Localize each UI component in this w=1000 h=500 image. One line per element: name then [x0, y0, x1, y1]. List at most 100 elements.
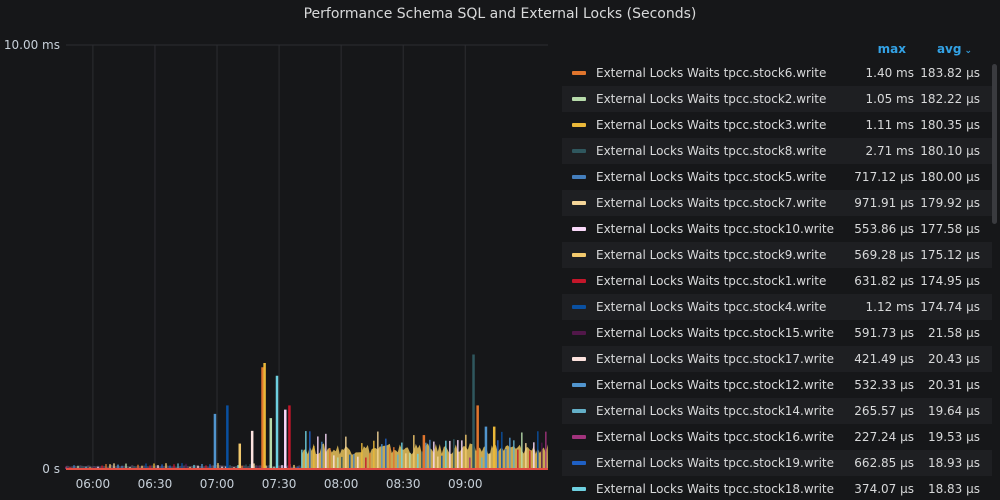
- legend-item[interactable]: External Locks Waits tpcc.stock2.write 1.…: [562, 86, 992, 112]
- legend-item-max: 569.28 µs: [854, 248, 914, 262]
- x-tick-label: 06:00: [76, 477, 111, 491]
- legend-item-max: 1.40 ms: [865, 66, 914, 80]
- legend-item[interactable]: External Locks Waits tpcc.stock9.write 56…: [562, 242, 992, 268]
- legend-item-name[interactable]: External Locks Waits tpcc.stock14.write: [596, 404, 835, 418]
- legend-item-avg: 183.82 µs: [920, 66, 980, 80]
- chart-series-area: [65, 431, 548, 469]
- legend-item[interactable]: External Locks Waits tpcc.stock1.write 63…: [562, 268, 992, 294]
- legend-item-max: 591.73 µs: [854, 326, 914, 340]
- legend-item-name[interactable]: External Locks Waits tpcc.stock17.write: [596, 352, 835, 366]
- legend-item[interactable]: External Locks Waits tpcc.stock10.write 5…: [562, 216, 992, 242]
- legend-col-avg[interactable]: avg ⌄: [937, 42, 972, 56]
- legend-item-max: 631.82 µs: [854, 274, 914, 288]
- series-color-swatch[interactable]: [572, 175, 586, 179]
- legend-item-avg: 20.31 µs: [927, 378, 980, 392]
- legend-item-name[interactable]: External Locks Waits tpcc.stock19.write: [596, 456, 835, 470]
- legend-item-max: 227.24 µs: [854, 430, 914, 444]
- legend-item-avg: 174.95 µs: [920, 274, 980, 288]
- series-color-swatch[interactable]: [572, 279, 586, 283]
- series-color-swatch[interactable]: [572, 461, 586, 465]
- legend-item[interactable]: External Locks Waits tpcc.stock19.write 6…: [562, 450, 992, 476]
- chart-legend: max avg ⌄ External Locks Waits tpcc.stock…: [562, 40, 992, 500]
- time-series-chart[interactable]: 06:00 06:30 07:00 07:30 08:00 08:30 09:00 10.00…: [0, 0, 560, 500]
- series-color-swatch[interactable]: [572, 253, 586, 257]
- legend-item-avg: 174.74 µs: [920, 300, 980, 314]
- legend-item-name[interactable]: External Locks Waits tpcc.stock6.write: [596, 66, 827, 80]
- legend-item-avg: 21.58 µs: [927, 326, 980, 340]
- x-tick-label: 08:30: [386, 477, 421, 491]
- series-color-swatch[interactable]: [572, 71, 586, 75]
- legend-item[interactable]: External Locks Waits tpcc.stock15.write 5…: [562, 320, 992, 346]
- legend-item-avg: 182.22 µs: [920, 92, 980, 106]
- series-color-swatch[interactable]: [572, 305, 586, 309]
- legend-item-avg: 180.10 µs: [920, 144, 980, 158]
- legend-item-avg: 175.12 µs: [920, 248, 980, 262]
- legend-item[interactable]: External Locks Waits tpcc.stock7.write 97…: [562, 190, 992, 216]
- y-tick-label: 10.00 ms: [4, 38, 60, 52]
- series-color-swatch[interactable]: [572, 435, 586, 439]
- series-color-swatch[interactable]: [572, 383, 586, 387]
- chart-tick-labels: 06:00 06:30 07:00 07:30 08:00 08:30 09:00 10.00…: [4, 38, 483, 491]
- series-color-swatch[interactable]: [572, 331, 586, 335]
- legend-item[interactable]: External Locks Waits tpcc.stock18.write 3…: [562, 476, 992, 500]
- legend-header: max avg ⌄: [562, 40, 992, 60]
- legend-item[interactable]: External Locks Waits tpcc.stock4.write 1.…: [562, 294, 992, 320]
- legend-item-avg: 19.64 µs: [927, 404, 980, 418]
- legend-item-name[interactable]: External Locks Waits tpcc.stock16.write: [596, 430, 835, 444]
- legend-item-name[interactable]: External Locks Waits tpcc.stock8.write: [596, 144, 827, 158]
- legend-item-name[interactable]: External Locks Waits tpcc.stock15.write: [596, 326, 835, 340]
- legend-item-max: 1.11 ms: [865, 118, 914, 132]
- legend-item-name[interactable]: External Locks Waits tpcc.stock12.write: [596, 378, 835, 392]
- legend-item[interactable]: External Locks Waits tpcc.stock8.write 2.…: [562, 138, 992, 164]
- x-tick-label: 08:00: [324, 477, 359, 491]
- legend-col-max[interactable]: max: [877, 42, 906, 56]
- legend-item-name[interactable]: External Locks Waits tpcc.stock2.write: [596, 92, 827, 106]
- legend-scrollbar[interactable]: [992, 64, 997, 224]
- legend-rows: External Locks Waits tpcc.stock6.write 1.…: [562, 60, 992, 500]
- legend-item-avg: 180.00 µs: [920, 170, 980, 184]
- x-tick-label: 07:30: [262, 477, 297, 491]
- legend-item-max: 1.12 ms: [865, 300, 914, 314]
- legend-item-max: 421.49 µs: [854, 352, 914, 366]
- legend-item-name[interactable]: External Locks Waits tpcc.stock1.write: [596, 274, 827, 288]
- legend-item-name[interactable]: External Locks Waits tpcc.stock5.write: [596, 170, 827, 184]
- series-color-swatch[interactable]: [572, 357, 586, 361]
- legend-item[interactable]: External Locks Waits tpcc.stock16.write 2…: [562, 424, 992, 450]
- x-tick-label: 09:00: [448, 477, 483, 491]
- legend-item-max: 265.57 µs: [854, 404, 914, 418]
- legend-item-name[interactable]: External Locks Waits tpcc.stock10.write: [596, 222, 835, 236]
- legend-item-name[interactable]: External Locks Waits tpcc.stock3.write: [596, 118, 827, 132]
- series-color-swatch[interactable]: [572, 123, 586, 127]
- legend-item-name[interactable]: External Locks Waits tpcc.stock9.write: [596, 248, 827, 262]
- x-tick-label: 07:00: [200, 477, 235, 491]
- x-tick-label: 06:30: [138, 477, 173, 491]
- legend-item[interactable]: External Locks Waits tpcc.stock12.write 5…: [562, 372, 992, 398]
- series-color-swatch[interactable]: [572, 149, 586, 153]
- series-color-swatch[interactable]: [572, 487, 586, 491]
- legend-item[interactable]: External Locks Waits tpcc.stock17.write 4…: [562, 346, 992, 372]
- legend-col-avg-label: avg: [936, 42, 962, 56]
- legend-item-max: 971.91 µs: [854, 196, 914, 210]
- series-color-swatch[interactable]: [572, 201, 586, 205]
- legend-item[interactable]: External Locks Waits tpcc.stock14.write 2…: [562, 398, 992, 424]
- legend-item[interactable]: External Locks Waits tpcc.stock3.write 1.…: [562, 112, 992, 138]
- legend-item-avg: 179.92 µs: [920, 196, 980, 210]
- series-color-swatch[interactable]: [572, 97, 586, 101]
- legend-item[interactable]: External Locks Waits tpcc.stock6.write 1.…: [562, 60, 992, 86]
- legend-item-name[interactable]: External Locks Waits tpcc.stock7.write: [596, 196, 827, 210]
- legend-item-max: 662.85 µs: [854, 456, 914, 470]
- legend-item[interactable]: External Locks Waits tpcc.stock5.write 71…: [562, 164, 992, 190]
- chart-grid: [66, 44, 548, 469]
- legend-item-name[interactable]: External Locks Waits tpcc.stock18.write: [596, 482, 835, 496]
- legend-item-max: 553.86 µs: [854, 222, 914, 236]
- y-tick-label: 0 s: [42, 462, 60, 476]
- series-color-swatch[interactable]: [572, 409, 586, 413]
- legend-item-avg: 18.93 µs: [927, 456, 980, 470]
- series-color-swatch[interactable]: [572, 227, 586, 231]
- legend-item-max: 374.07 µs: [854, 482, 914, 496]
- legend-item-max: 532.33 µs: [854, 378, 914, 392]
- legend-item-avg: 19.53 µs: [927, 430, 980, 444]
- chevron-down-icon: ⌄: [964, 46, 972, 56]
- legend-item-name[interactable]: External Locks Waits tpcc.stock4.write: [596, 300, 827, 314]
- panel-title[interactable]: Performance Schema SQL and External Lock…: [303, 6, 697, 22]
